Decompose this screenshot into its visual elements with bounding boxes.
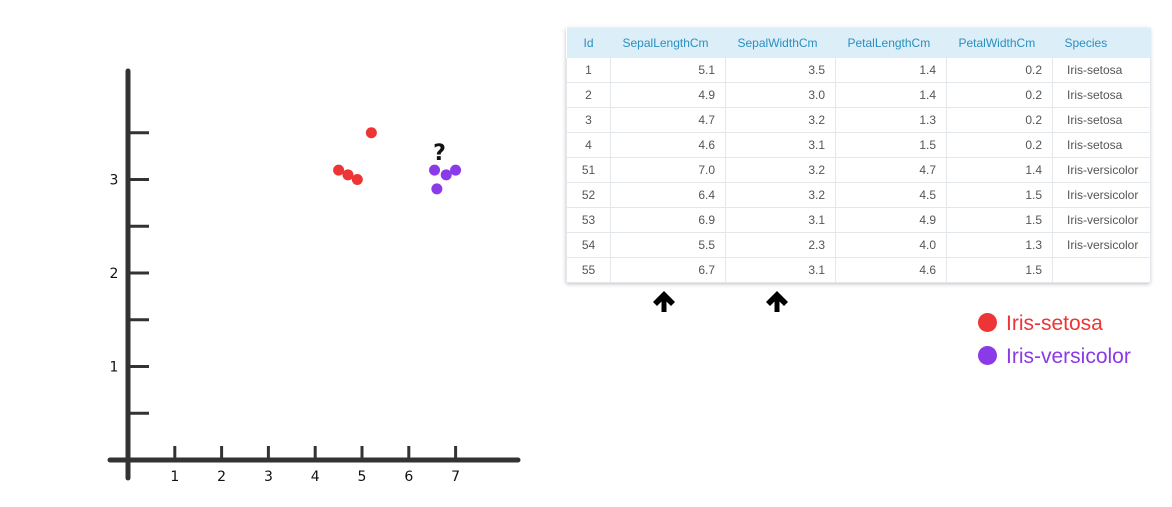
table-cell: 1 [566,58,611,83]
table-cell: 2.3 [725,232,836,258]
table-row: 54 5.5 2.3 4.0 1.3 Iris-versicolor [566,232,1151,258]
column-header-petal-width: PetalWidthCm [946,28,1053,58]
data-point-iris-versicolor [431,183,443,195]
question-mark-annotation: ? [433,141,446,166]
table-cell: 1.4 [946,157,1053,183]
table-cell: Iris-versicolor [1052,232,1151,258]
table-cell: 4.5 [835,182,947,208]
data-point-iris-setosa [342,169,354,181]
legend-item-setosa: Iris-setosa [978,312,1103,336]
table-cell: Iris-setosa [1052,132,1151,158]
y-tick-label: 3 [110,173,119,189]
table-cell: 3.0 [725,82,836,108]
table-cell: 4 [566,132,611,158]
table-row: 53 6.9 3.1 4.9 1.5 Iris-versicolor [566,207,1151,233]
y-tick-label: 1 [110,360,119,376]
table-cell: 52 [566,182,611,208]
table-cell: 3.2 [725,107,836,133]
arrow-up-icon [766,291,788,312]
table-cell: 4.6 [835,257,947,283]
table-cell: 3.2 [725,182,836,208]
x-tick-label: 1 [170,469,179,485]
table-row: 52 6.4 3.2 4.5 1.5 Iris-versicolor [566,182,1151,208]
data-point-iris-versicolor [440,169,452,181]
table-cell: 4.0 [835,232,947,258]
x-tick-label: 4 [311,469,320,485]
table-cell: 0.2 [946,58,1053,83]
table-cell: 6.9 [610,207,726,233]
arrow-up-icon [653,291,675,312]
table-row: 2 4.9 3.0 1.4 0.2 Iris-setosa [566,82,1151,108]
table-row: 51 7.0 3.2 4.7 1.4 Iris-versicolor [566,157,1151,183]
table-cell: 3.2 [725,157,836,183]
table-cell: 3.1 [725,257,836,283]
table-cell: 54 [566,232,611,258]
column-header-sepal-length: SepalLengthCm [610,28,726,58]
table-cell: Iris-setosa [1052,58,1151,83]
table-cell: Iris-versicolor [1052,157,1151,183]
table-cell: 3.5 [725,58,836,83]
legend-swatch-versicolor [978,346,997,365]
legend-swatch-setosa [978,313,997,332]
table-cell: 55 [566,257,611,283]
table-header-row: Id SepalLengthCm SepalWidthCm PetalLengt… [566,28,1151,58]
table-row: 4 4.6 3.1 1.5 0.2 Iris-setosa [566,132,1151,158]
table-cell: 1.5 [946,257,1053,283]
table-cell: 1.4 [835,58,947,83]
x-tick-label: 5 [358,469,367,485]
table-cell: 3 [566,107,611,133]
table-cell: 6.7 [610,257,726,283]
table-cell: 1.3 [946,232,1053,258]
data-point-iris-setosa [351,174,363,185]
x-tick-label: 7 [451,469,460,485]
y-tick-label: 2 [110,266,119,282]
data-point-iris-versicolor [429,164,441,176]
x-tick-label: 3 [264,469,273,485]
legend-label-versicolor: Iris-versicolor [1006,345,1131,368]
table-cell: 1.5 [946,182,1053,208]
table-cell: Iris-versicolor [1052,182,1151,208]
table-cell: 4.9 [610,82,726,108]
table-cell: Iris-setosa [1052,107,1151,133]
legend-label-setosa: Iris-setosa [1006,312,1103,335]
table-cell: 1.4 [835,82,947,108]
legend-item-versicolor: Iris-versicolor [978,345,1131,369]
table-row: 1 5.1 3.5 1.4 0.2 Iris-setosa [566,58,1151,83]
table-cell: 0.2 [946,107,1053,133]
data-point-iris-setosa [365,127,377,139]
column-header-species: Species [1052,28,1151,58]
data-point-iris-versicolor [450,164,462,176]
x-tick-label: 2 [217,469,226,485]
table-cell: 51 [566,157,611,183]
table-cell: 4.6 [610,132,726,158]
table-cell: 0.2 [946,132,1053,158]
table-cell: 4.7 [835,157,947,183]
table-cell: Iris-versicolor [1052,207,1151,233]
table-cell [1052,257,1151,283]
table-row: 3 4.7 3.2 1.3 0.2 Iris-setosa [566,107,1151,133]
table-cell: 5.5 [610,232,726,258]
table-cell: Iris-setosa [1052,82,1151,108]
table-cell: 53 [566,207,611,233]
table-cell: 5.1 [610,58,726,83]
table-cell: 0.2 [946,82,1053,108]
table-cell: 3.1 [725,132,836,158]
column-header-petal-length: PetalLengthCm [835,28,947,58]
table-cell: 1.5 [835,132,947,158]
table-cell: 4.7 [610,107,726,133]
table-cell: 1.5 [946,207,1053,233]
iris-data-table: Id SepalLengthCm SepalWidthCm PetalLengt… [566,28,1151,283]
table-cell: 4.9 [835,207,947,233]
table-row: 55 6.7 3.1 4.6 1.5 [566,257,1151,283]
table-cell: 3.1 [725,207,836,233]
table-cell: 2 [566,82,611,108]
table-cell: 6.4 [610,182,726,208]
column-header-id: Id [566,28,611,58]
table-cell: 1.3 [835,107,947,133]
x-tick-label: 6 [404,469,413,485]
table-cell: 7.0 [610,157,726,183]
column-header-sepal-width: SepalWidthCm [725,28,836,58]
scatter-plot: 1 2 3 4 5 6 7 1 2 3? [107,68,521,485]
data-point-iris-setosa [333,164,345,176]
